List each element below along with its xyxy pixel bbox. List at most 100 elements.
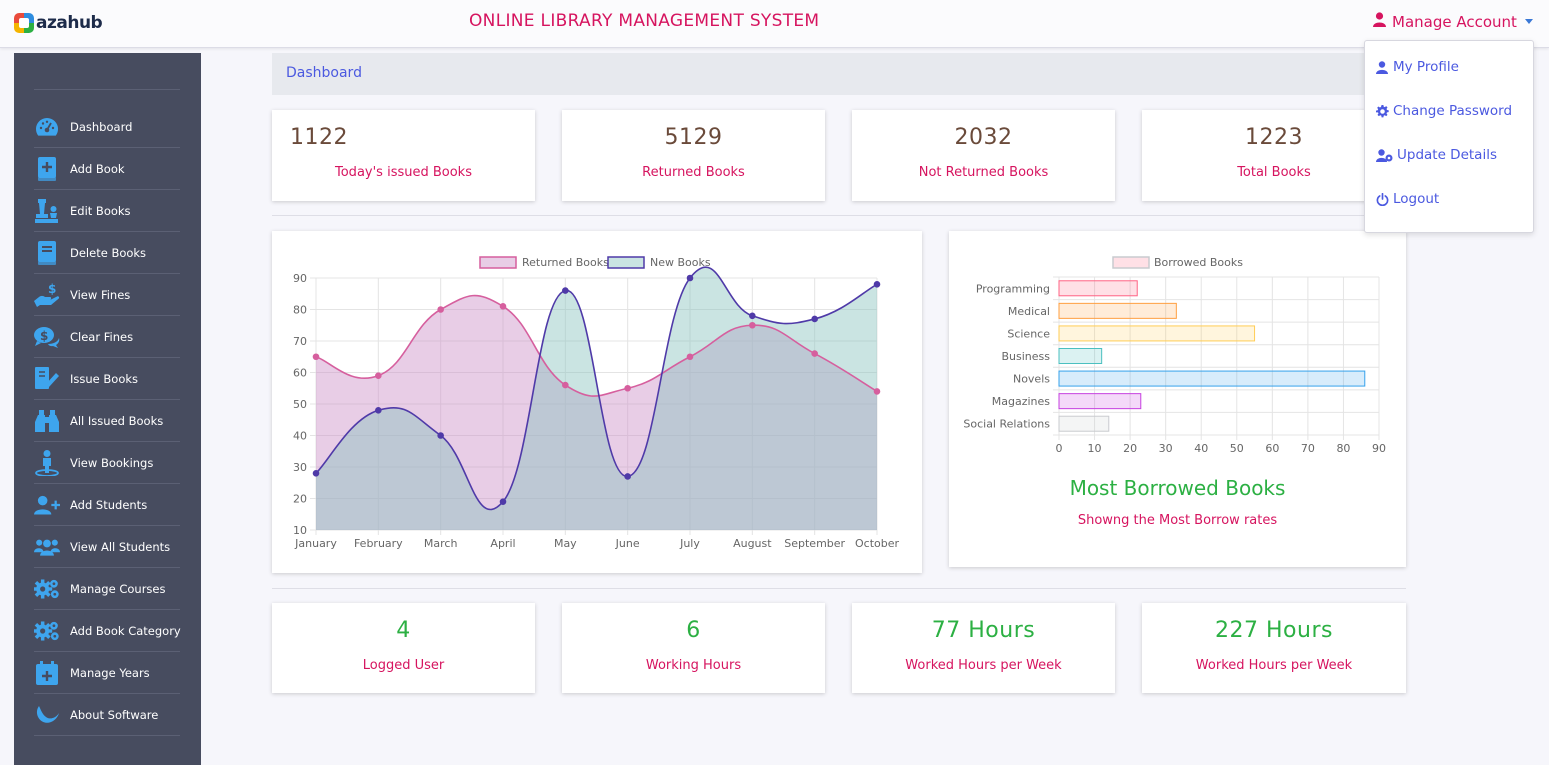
chevron-down-icon [1524, 19, 1533, 24]
sidebar-item-label: About Software [70, 707, 159, 722]
x-tick-label: January [294, 537, 337, 550]
y-tick-label: 50 [293, 398, 307, 411]
x-tick-label: 40 [1194, 442, 1208, 455]
sidebar-item-add-book[interactable]: Add Book [34, 148, 180, 190]
app-title: ONLINE LIBRARY MANAGEMENT SYSTEM [469, 11, 820, 31]
x-tick-label: 10 [1088, 442, 1102, 455]
book-pen-icon [34, 366, 60, 392]
x-tick-label: 30 [1159, 442, 1173, 455]
series-line [315, 294, 878, 397]
menu-item-update-details[interactable]: Update Details [1375, 147, 1497, 163]
y-tick-label: Magazines [992, 395, 1051, 408]
data-point [375, 407, 382, 414]
menu-item-label: Update Details [1397, 147, 1497, 163]
stat-card-issued-today: 1122 Today's issued Books [272, 110, 535, 201]
legend-swatch [1112, 256, 1150, 269]
gears-icon [34, 618, 60, 644]
x-tick-label: July [679, 537, 700, 550]
sidebar-item-dashboard[interactable]: Dashboard [34, 106, 180, 148]
data-point [499, 303, 507, 310]
section-divider [272, 215, 1406, 216]
sidebar-divider [34, 89, 180, 90]
bar [1058, 325, 1256, 342]
sidebar-item-manage-courses[interactable]: Manage Courses [34, 568, 180, 610]
x-tick-label: February [354, 537, 403, 550]
speedometer-icon [34, 114, 60, 140]
legend-swatch [479, 256, 517, 269]
sidebar-item-delete-books[interactable]: Delete Books [34, 232, 180, 274]
data-point [624, 473, 631, 480]
stat-card-logged-user: 4 Logged User [272, 603, 535, 693]
calendar-plus-icon [34, 660, 60, 686]
sidebar-item-edit-books[interactable]: Edit Books [34, 190, 180, 232]
bar [1058, 348, 1103, 364]
x-tick-label: 70 [1301, 442, 1315, 455]
manage-account-toggle[interactable]: Manage Account [1373, 12, 1533, 31]
y-tick-label: Programming [976, 282, 1050, 295]
sidebar-item-label: View All Students [70, 539, 171, 554]
bar [1058, 393, 1142, 410]
y-tick-label: Novels [1013, 373, 1050, 386]
stat-value: 2032 [954, 125, 1013, 150]
menu-item-change-password[interactable]: Change Password [1375, 103, 1512, 119]
series-area [316, 295, 877, 530]
sidebar-item-label: Issue Books [70, 371, 139, 386]
sidebar-item-issue-books[interactable]: Issue Books [34, 358, 180, 400]
hand-dollar-icon: $ [34, 282, 60, 308]
x-tick-label: March [424, 537, 458, 550]
sidebar-item-add-students[interactable]: Add Students [34, 484, 180, 526]
sidebar-item-about-software[interactable]: About Software [34, 694, 180, 736]
y-tick-label: 80 [293, 304, 307, 317]
data-point [811, 350, 818, 357]
y-tick-label: 20 [293, 493, 307, 506]
bar [1058, 302, 1177, 319]
bar-chart-panel: 0 10 20 30 40 50 60 70 80 90 Programming Medical Sci… [949, 231, 1406, 567]
stat-card-working-hours: 6 Working Hours [562, 603, 825, 693]
menu-item-my-profile[interactable]: My Profile [1375, 59, 1459, 75]
breadcrumb-current[interactable]: Dashboard [286, 65, 362, 81]
x-tick-label: 20 [1123, 442, 1137, 455]
sidebar-item-label: Manage Courses [70, 581, 166, 596]
sidebar-item-view-bookings[interactable]: View Bookings [34, 442, 180, 484]
user-plus-icon [34, 492, 60, 518]
x-tick-label: 80 [1336, 442, 1350, 455]
stat-value: 1122 [290, 125, 348, 150]
book-icon [34, 240, 60, 266]
y-tick-label: 70 [293, 335, 307, 348]
sidebar-item-view-all-students[interactable]: View All Students [34, 526, 180, 568]
sidebar-item-manage-years[interactable]: Manage Years [34, 652, 180, 694]
account-dropdown-menu: My Profile Change Password Update Detail… [1364, 40, 1534, 233]
y-tick-label: 60 [293, 367, 307, 380]
sidebar-item-label: Add Book Category [70, 623, 181, 638]
x-tick-label: June [615, 537, 640, 550]
bar [1058, 370, 1366, 387]
x-tick-label: 50 [1230, 442, 1244, 455]
sidebar-item-all-issued-books[interactable]: All Issued Books [34, 400, 180, 442]
binoculars-icon [34, 408, 60, 434]
user-icon [1373, 12, 1386, 31]
stat-label: Worked Hours per Week [905, 658, 1062, 673]
data-point [811, 315, 818, 323]
stat-label: Not Returned Books [918, 165, 1049, 180]
stat-card-weekly-hours-total: 227 Hours Worked Hours per Week [1142, 603, 1406, 693]
top-navbar: azahub ONLINE LIBRARY MANAGEMENT SYSTEM … [0, 0, 1549, 48]
book-plus-icon [34, 156, 60, 182]
sidebar-item-label: Delete Books [70, 245, 147, 260]
menu-item-logout[interactable]: Logout [1375, 191, 1439, 207]
sidebar-item-label: Manage Years [70, 665, 150, 680]
y-tick-label: Science [1007, 327, 1050, 340]
y-tick-label: Medical [1008, 305, 1050, 318]
legend-label: New Books [650, 256, 711, 269]
data-point [873, 281, 881, 288]
sidebar-item-clear-fines[interactable]: $ Clear Fines [34, 316, 180, 358]
data-point [749, 312, 756, 320]
sidebar-item-add-book-category[interactable]: Add Book Category [34, 610, 181, 652]
brand-logo[interactable]: azahub [14, 11, 103, 35]
sidebar-item-label: View Fines [70, 287, 131, 302]
series-area [316, 267, 877, 530]
data-point [499, 498, 507, 505]
sidebar-item-label: Add Students [70, 497, 148, 512]
sidebar-item-view-fines[interactable]: $ View Fines [34, 274, 180, 316]
sidebar: Dashboard Add Book Edit Books Delete Books $… [14, 53, 201, 765]
legend-label: Borrowed Books [1154, 256, 1243, 269]
